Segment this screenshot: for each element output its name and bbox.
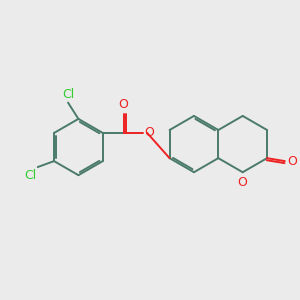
Text: O: O (238, 176, 248, 189)
Text: O: O (118, 98, 128, 111)
Text: O: O (144, 127, 154, 140)
Text: O: O (287, 154, 297, 168)
Text: Cl: Cl (62, 88, 74, 101)
Text: Cl: Cl (24, 169, 36, 182)
